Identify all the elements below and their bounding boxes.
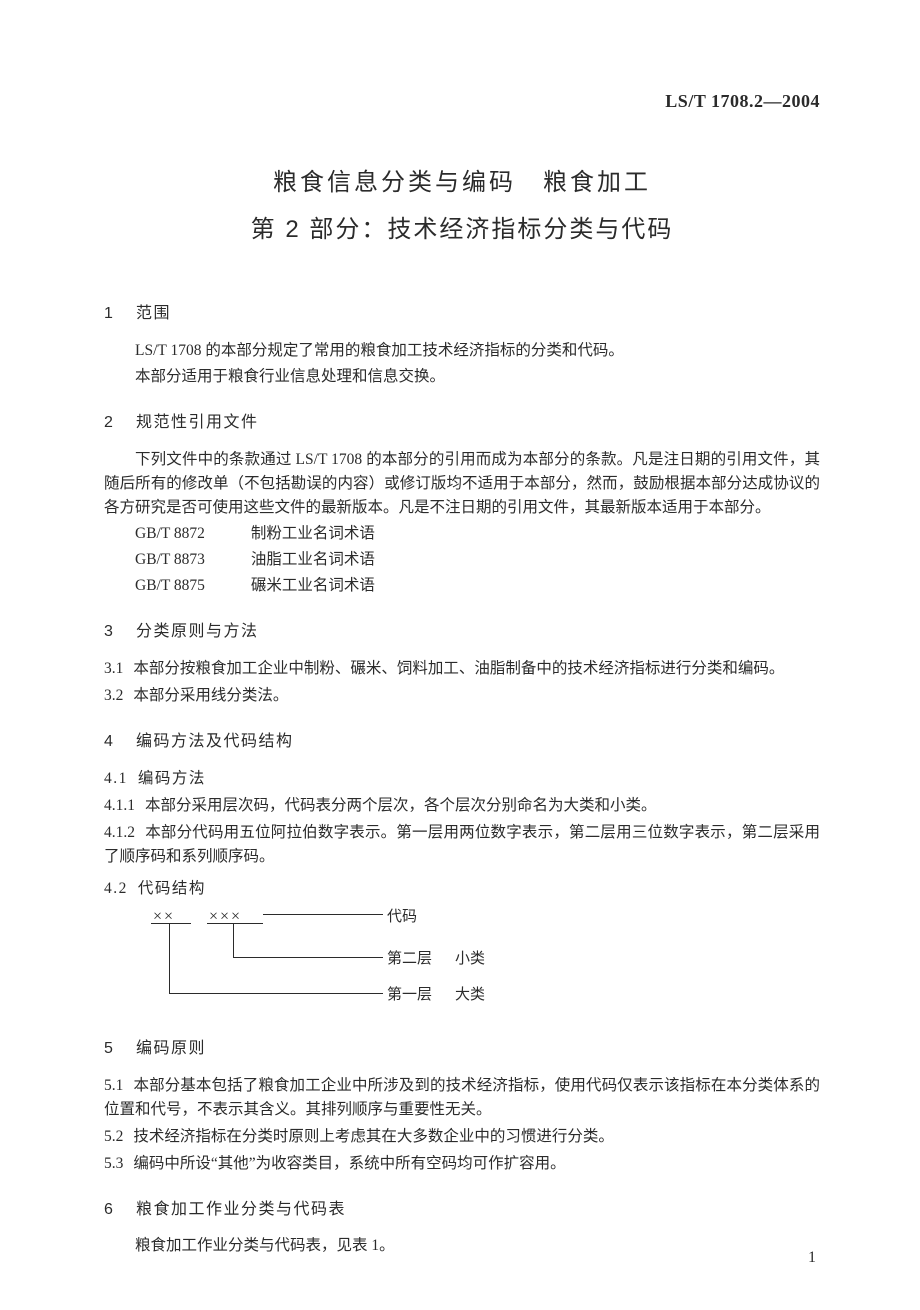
section-5-num: 5 bbox=[104, 1037, 130, 1062]
diagram-xx-layer1: ×× bbox=[153, 905, 175, 930]
clause-num: 3.1 bbox=[104, 660, 123, 677]
clause-num: 4.1.2 bbox=[104, 824, 135, 841]
clause-5-1: 5.1本部分基本包括了粮食加工企业中所涉及到的技术经济指标，使用代码仅表示该指标… bbox=[104, 1074, 820, 1122]
section-4-num: 4 bbox=[104, 730, 130, 755]
section-6-title: 粮食加工作业分类与代码表 bbox=[136, 1201, 346, 1218]
section-6-heading: 6 粮食加工作业分类与代码表 bbox=[104, 1198, 820, 1223]
clause-num: 5.2 bbox=[104, 1128, 123, 1145]
diagram-label-code: 代码 bbox=[387, 906, 417, 929]
clause-num: 3.2 bbox=[104, 687, 123, 704]
clause-text: 本部分基本包括了粮食加工企业中所涉及到的技术经济指标，使用代码仅表示该指标在本分… bbox=[104, 1077, 820, 1118]
reference-item: GB/T 8872 制粉工业名词术语 bbox=[135, 522, 820, 546]
reference-code: GB/T 8873 bbox=[135, 548, 247, 572]
section-1-para-2: 本部分适用于粮食行业信息处理和信息交换。 bbox=[104, 365, 820, 389]
section-2-num: 2 bbox=[104, 411, 130, 436]
clause-num: 5.1 bbox=[104, 1077, 123, 1094]
section-1-title: 范围 bbox=[136, 305, 171, 322]
title-line-1: 粮食信息分类与编码 粮食加工 bbox=[104, 164, 820, 201]
section-2-para: 下列文件中的条款通过 LS/T 1708 的本部分的引用而成为本部分的条款。凡是… bbox=[104, 448, 820, 520]
clause-num: 5.3 bbox=[104, 1155, 123, 1172]
section-2-heading: 2 规范性引用文件 bbox=[104, 411, 820, 436]
clause-3-2: 3.2 本部分采用线分类法。 bbox=[104, 684, 820, 708]
reference-code: GB/T 8872 bbox=[135, 522, 247, 546]
reference-name: 碾米工业名词术语 bbox=[251, 577, 375, 594]
section-1-para-1: LS/T 1708 的本部分规定了常用的粮食加工技术经济指标的分类和代码。 bbox=[104, 339, 820, 363]
section-3-heading: 3 分类原则与方法 bbox=[104, 620, 820, 645]
page: LS/T 1708.2—2004 粮食信息分类与编码 粮食加工 第 2 部分：技… bbox=[0, 0, 920, 1310]
clause-text: 编码中所设“其他”为收容类目，系统中所有空码均可作扩容用。 bbox=[133, 1155, 565, 1172]
title-line-2: 第 2 部分：技术经济指标分类与代码 bbox=[104, 211, 820, 248]
section-5-heading: 5 编码原则 bbox=[104, 1037, 820, 1062]
page-number: 1 bbox=[808, 1246, 816, 1271]
diagram-xx-layer2: ××× bbox=[209, 905, 242, 930]
clause-num: 4.2 bbox=[104, 880, 128, 897]
title-block: 粮食信息分类与编码 粮食加工 第 2 部分：技术经济指标分类与代码 bbox=[104, 164, 820, 248]
section-2-title: 规范性引用文件 bbox=[136, 414, 259, 431]
diagram-label-layer2b: 小类 bbox=[455, 948, 485, 971]
diagram-hline-2 bbox=[233, 957, 383, 958]
clause-text: 编码方法 bbox=[138, 770, 206, 787]
section-1-num: 1 bbox=[104, 302, 130, 327]
diagram-vline-1 bbox=[169, 924, 170, 993]
diagram-vline-2 bbox=[233, 924, 234, 957]
clause-num: 4.1.1 bbox=[104, 797, 135, 814]
section-3-title: 分类原则与方法 bbox=[136, 623, 259, 640]
clause-text: 本部分按粮食加工企业中制粉、碾米、饲料加工、油脂制备中的技术经济指标进行分类和编… bbox=[133, 660, 784, 677]
diagram-label-layer2a: 第二层 bbox=[387, 948, 432, 971]
reference-code: GB/T 8875 bbox=[135, 574, 247, 598]
clause-4-1-1: 4.1.1 本部分采用层次码，代码表分两个层次，各个层次分别命名为大类和小类。 bbox=[104, 794, 820, 818]
section-6-num: 6 bbox=[104, 1198, 130, 1223]
clause-4-1-2: 4.1.2本部分代码用五位阿拉伯数字表示。第一层用两位数字表示，第二层用三位数字… bbox=[104, 821, 820, 869]
diagram-label-layer1a: 第一层 bbox=[387, 984, 432, 1007]
diagram-line-code bbox=[263, 914, 383, 915]
clause-text: 技术经济指标在分类时原则上考虑其在大多数企业中的习惯进行分类。 bbox=[133, 1128, 614, 1145]
clause-5-3: 5.3 编码中所设“其他”为收容类目，系统中所有空码均可作扩容用。 bbox=[104, 1152, 820, 1176]
clause-text: 本部分采用线分类法。 bbox=[133, 687, 288, 704]
diagram-label-layer1b: 大类 bbox=[455, 984, 485, 1007]
section-4-heading: 4 编码方法及代码结构 bbox=[104, 730, 820, 755]
reference-name: 制粉工业名词术语 bbox=[251, 525, 375, 542]
clause-3-1: 3.1 本部分按粮食加工企业中制粉、碾米、饲料加工、油脂制备中的技术经济指标进行分… bbox=[104, 657, 820, 681]
diagram-underline-2 bbox=[207, 923, 263, 924]
code-structure-diagram: ×× ××× 代码 第二层 小类 第一层 大类 bbox=[135, 905, 820, 1015]
standard-code: LS/T 1708.2—2004 bbox=[665, 88, 820, 116]
clause-num: 4.1 bbox=[104, 770, 128, 787]
section-4-title: 编码方法及代码结构 bbox=[136, 733, 294, 750]
section-1-heading: 1 范围 bbox=[104, 302, 820, 327]
clause-text: 本部分代码用五位阿拉伯数字表示。第一层用两位数字表示，第二层用三位数字表示，第二… bbox=[104, 824, 820, 865]
reference-item: GB/T 8875 碾米工业名词术语 bbox=[135, 574, 820, 598]
section-5-title: 编码原则 bbox=[136, 1040, 206, 1057]
diagram-hline-1 bbox=[169, 993, 383, 994]
subsection-4-1: 4.1 编码方法 bbox=[104, 767, 820, 791]
diagram-underline-1 bbox=[151, 923, 191, 924]
subsection-4-2: 4.2 代码结构 bbox=[104, 877, 820, 901]
reference-name: 油脂工业名词术语 bbox=[251, 551, 375, 568]
reference-item: GB/T 8873 油脂工业名词术语 bbox=[135, 548, 820, 572]
clause-text: 本部分采用层次码，代码表分两个层次，各个层次分别命名为大类和小类。 bbox=[145, 797, 657, 814]
section-3-num: 3 bbox=[104, 620, 130, 645]
clause-text: 代码结构 bbox=[138, 880, 206, 897]
section-6-para: 粮食加工作业分类与代码表，见表 1。 bbox=[104, 1234, 820, 1258]
clause-5-2: 5.2 技术经济指标在分类时原则上考虑其在大多数企业中的习惯进行分类。 bbox=[104, 1125, 820, 1149]
